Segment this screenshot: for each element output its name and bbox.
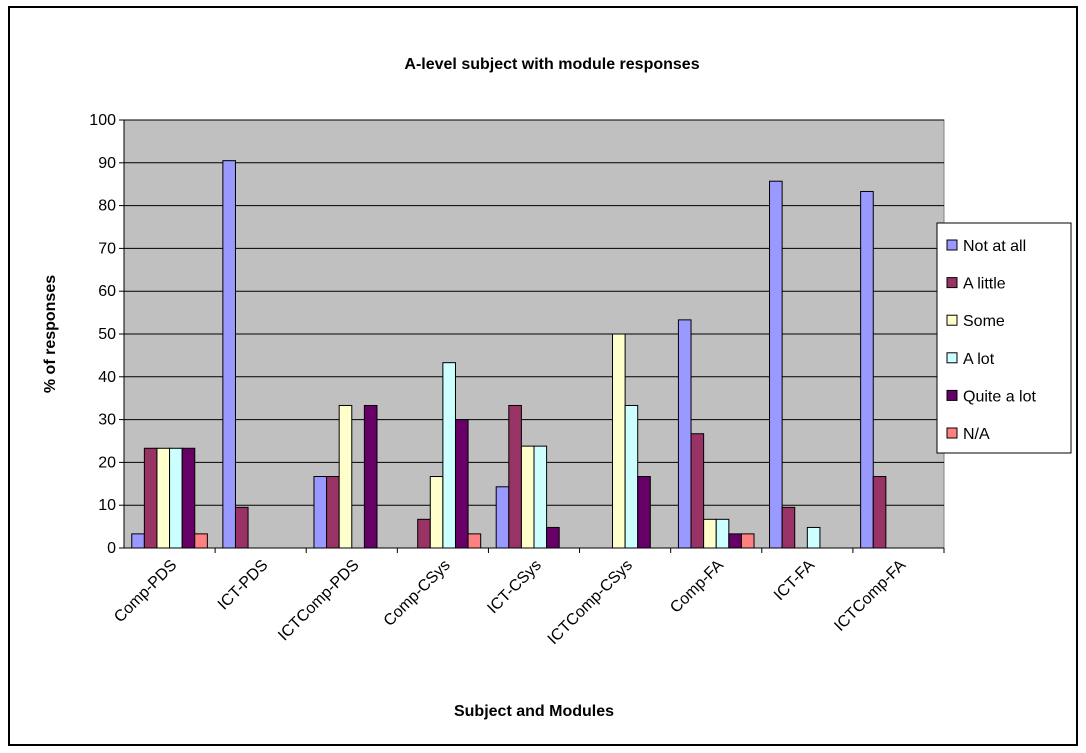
y-tick-label: 40 xyxy=(98,369,116,386)
bar xyxy=(728,533,742,549)
y-tick-label: 0 xyxy=(107,540,116,557)
bar xyxy=(454,419,469,549)
legend-label: Some xyxy=(963,313,1005,330)
bar xyxy=(143,447,158,549)
bar xyxy=(546,526,560,549)
y-tick-label: 80 xyxy=(98,198,116,215)
bar xyxy=(508,404,522,549)
bar xyxy=(715,518,730,549)
bar xyxy=(769,180,783,549)
x-tick-label: ICTComp-PDS xyxy=(275,557,362,644)
x-tick-label: ICTComp-FA xyxy=(831,557,909,635)
bar xyxy=(326,476,340,549)
bar xyxy=(131,533,145,549)
bar xyxy=(637,476,651,549)
legend-label: A little xyxy=(963,276,1006,293)
y-tick-label: 10 xyxy=(98,497,116,514)
bar xyxy=(467,533,482,549)
legend-swatch xyxy=(946,314,958,326)
legend: Not at all A little Some A lot Quite a lot N/… xyxy=(936,222,1072,454)
y-tick-label: 50 xyxy=(98,326,116,343)
y-tick-label: 70 xyxy=(98,240,116,257)
bar xyxy=(520,445,535,549)
bar xyxy=(194,533,208,549)
bar xyxy=(181,447,196,549)
y-tick-label: 20 xyxy=(98,454,116,471)
bar xyxy=(533,445,548,549)
legend-swatch xyxy=(946,427,958,439)
y-tick-label: 90 xyxy=(98,155,116,172)
y-axis-title: % of responses xyxy=(42,275,59,393)
bar xyxy=(417,518,431,549)
bar xyxy=(222,160,236,549)
bar xyxy=(234,506,249,549)
bar xyxy=(690,433,705,549)
y-tick-label: 100 xyxy=(89,112,116,129)
legend-swatch xyxy=(946,352,958,364)
gridlines xyxy=(124,119,944,506)
bar xyxy=(363,404,378,549)
x-tick-label: ICT-PDS xyxy=(215,557,272,614)
y-tick-label: 30 xyxy=(98,412,116,429)
bar xyxy=(313,476,328,549)
bar xyxy=(740,533,755,549)
bar xyxy=(495,486,510,549)
axes xyxy=(119,119,945,553)
y-tick-label: 60 xyxy=(98,283,116,300)
bar xyxy=(442,362,456,549)
legend-label: N/A xyxy=(963,426,990,443)
x-tick-label: ICT-FA xyxy=(771,557,818,604)
x-tick-label: Comp-FA xyxy=(667,557,727,617)
legend-swatch xyxy=(946,239,958,251)
x-tick-labels: Comp-PDS ICT-PDS ICTComp-PDS Comp-CSys ICT-C… xyxy=(111,557,909,648)
legend-swatch xyxy=(946,389,958,401)
chart-svg: A-level subject with module responses 0 1… xyxy=(42,56,1072,720)
bar xyxy=(156,447,171,549)
bar xyxy=(781,506,796,549)
chart-title: A-level subject with module responses xyxy=(404,56,699,73)
legend-swatch xyxy=(946,277,958,289)
x-tick-label: Comp-PDS xyxy=(111,557,180,626)
bar xyxy=(860,190,874,549)
legend-label: Quite a lot xyxy=(963,388,1036,405)
bar xyxy=(338,404,353,549)
x-axis-title: Subject and Modules xyxy=(454,703,614,720)
chart-area: A-level subject with module responses 0 1… xyxy=(8,6,1078,746)
x-tick-label: ICT-CSys xyxy=(484,557,544,617)
legend-label: A lot xyxy=(963,351,995,368)
bar xyxy=(677,319,692,549)
bar xyxy=(624,404,639,549)
bar xyxy=(612,333,626,549)
bar xyxy=(703,518,717,549)
x-tick-label: ICTComp-CSys xyxy=(545,557,636,648)
bar xyxy=(429,476,444,549)
x-tick-label: Comp-CSys xyxy=(381,557,454,630)
bar xyxy=(169,447,183,549)
legend-box xyxy=(936,222,1072,454)
bar xyxy=(806,526,821,549)
legend-label: Not at all xyxy=(963,238,1026,255)
bar xyxy=(872,476,887,549)
y-tick-labels: 0 10 20 30 40 50 60 70 80 90 100 xyxy=(89,112,116,557)
